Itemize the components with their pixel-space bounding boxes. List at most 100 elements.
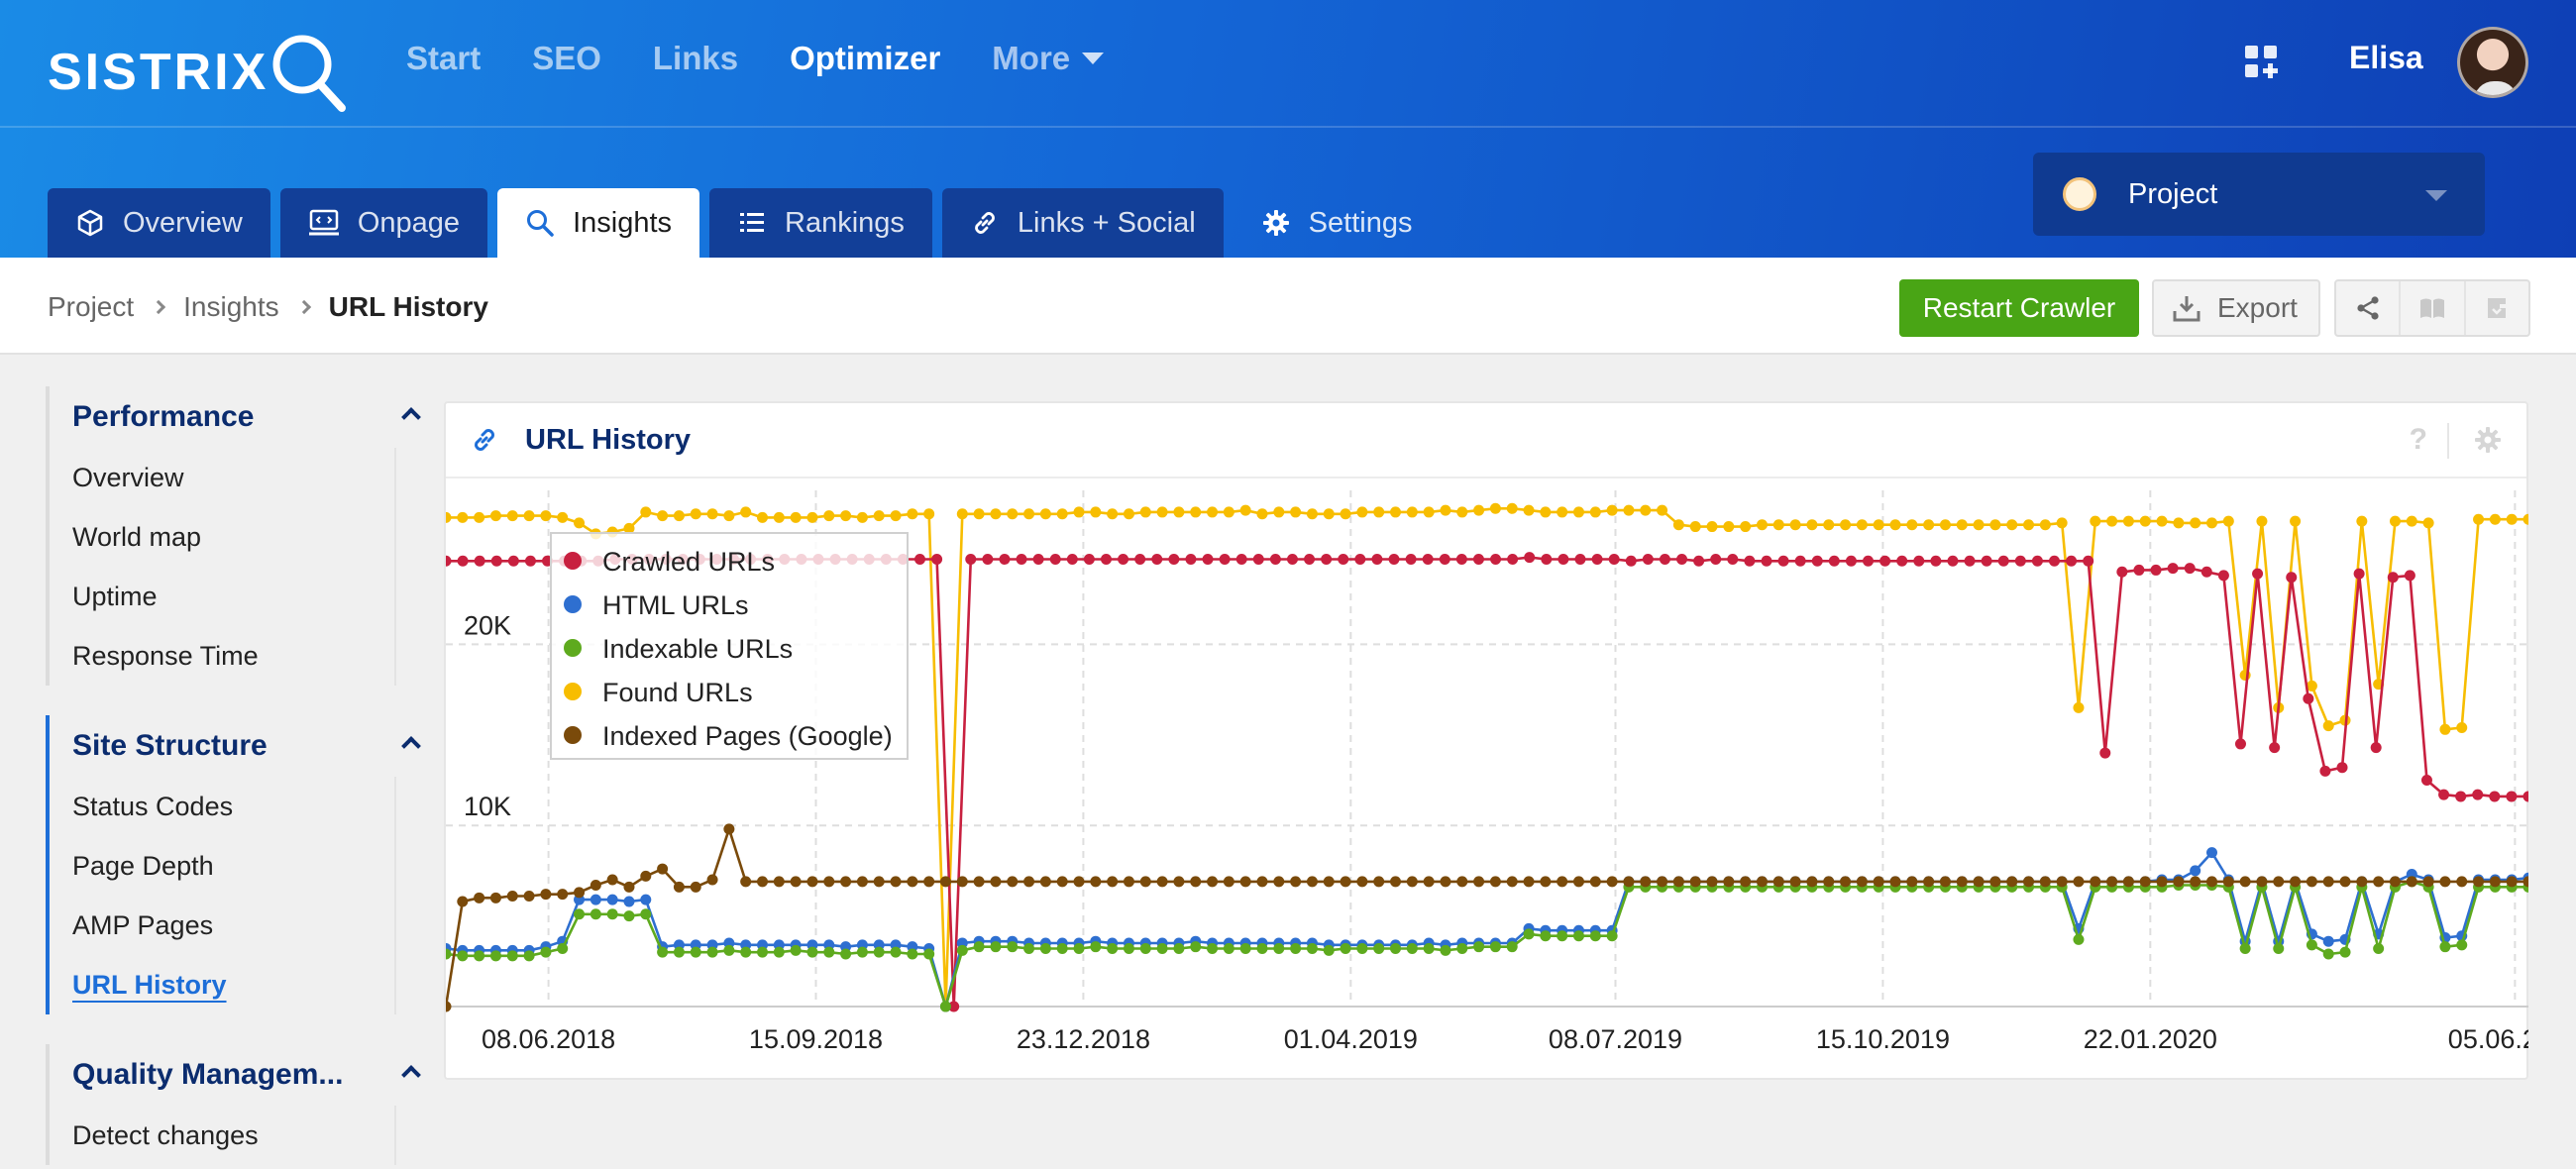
data-point-found (956, 508, 968, 520)
nav-more[interactable]: More (992, 40, 1105, 77)
data-point-crawled (1032, 553, 1044, 565)
data-point-found (1689, 521, 1701, 533)
tab-rankings[interactable]: Rankings (709, 188, 932, 258)
data-point-found (2389, 515, 2401, 527)
breadcrumb: Project Insights URL History (48, 291, 488, 323)
data-point-indexed (2456, 876, 2468, 888)
restart-crawler-button[interactable]: Restart Crawler (1899, 279, 2139, 337)
data-point-crawled (1727, 553, 1739, 565)
sidebar-item-world-map[interactable]: World map (72, 521, 202, 552)
legend-marker-crawled (564, 552, 582, 570)
data-point-indexed (1657, 876, 1668, 888)
sidebar-item-detect-changes[interactable]: Detect changes (72, 1119, 259, 1150)
sidebar-item-amp-pages[interactable]: AMP Pages (72, 909, 214, 940)
sidebar-item-status-codes[interactable]: Status Codes (72, 791, 234, 821)
x-tick-label: 15.10.2019 (1816, 1024, 1950, 1054)
cube-icon (77, 209, 103, 237)
share-button[interactable] (2336, 281, 2402, 335)
data-point-crawled (1744, 555, 1756, 567)
data-point-crawled (2133, 564, 2145, 576)
sidebar-heading-site-structure[interactable]: Site Structure (72, 729, 268, 762)
help-icon[interactable]: ? (2409, 423, 2427, 456)
nav-seo[interactable]: SEO (532, 40, 601, 76)
data-point-indexable (1523, 928, 1535, 940)
breadcrumb-insights[interactable]: Insights (183, 291, 279, 322)
gear-icon[interactable] (2473, 425, 2503, 455)
data-point-found (1373, 506, 1385, 518)
data-point-found (1123, 508, 1134, 520)
data-point-found (1823, 519, 1835, 531)
data-point-indexable (723, 944, 735, 956)
sidebar-item-uptime[interactable]: Uptime (72, 581, 158, 611)
sistrix-logo[interactable]: SISTRIX (48, 30, 350, 114)
data-point-indexable (873, 946, 885, 958)
data-point-indexed (1290, 876, 1302, 888)
data-point-indexed (1873, 876, 1884, 888)
data-point-found (1657, 504, 1668, 516)
tab-overview[interactable]: Overview (48, 188, 270, 258)
data-point-found (723, 510, 735, 522)
data-point-found (1806, 519, 1818, 531)
data-point-indexed (1973, 876, 1985, 888)
data-point-indexable (907, 948, 918, 960)
nav-optimizer[interactable]: Optimizer (790, 40, 941, 76)
data-point-crawled (1083, 553, 1095, 565)
data-point-found (1523, 504, 1535, 516)
sidebar-heading-performance[interactable]: Performance (72, 400, 255, 433)
tab-insights[interactable]: Insights (497, 188, 700, 258)
report-button[interactable] (2466, 281, 2528, 335)
nav-start[interactable]: Start (406, 40, 482, 76)
data-point-crawled (1168, 553, 1180, 565)
data-point-indexed (923, 876, 935, 888)
data-point-crawled (507, 555, 519, 567)
nav-links[interactable]: Links (652, 40, 739, 76)
data-point-indexed (823, 876, 835, 888)
user-avatar[interactable] (2457, 27, 2528, 98)
user-name[interactable]: Elisa (2349, 40, 2423, 75)
legend-marker-html (564, 595, 582, 613)
data-point-crawled (1100, 553, 1112, 565)
data-point-found (1572, 506, 1584, 518)
export-button[interactable]: Export (2152, 279, 2320, 337)
sidebar-heading-quality-management[interactable]: Quality Managem... (72, 1058, 344, 1091)
data-point-indexed (1123, 876, 1134, 888)
data-point-indexed (1340, 876, 1351, 888)
data-point-indexed (2356, 876, 2368, 888)
sidebar-item-page-depth[interactable]: Page Depth (72, 850, 214, 881)
data-point-indexed (2389, 876, 2401, 888)
book-button[interactable] (2401, 281, 2466, 335)
breadcrumb-bar: Project Insights URL History Restart Cra… (0, 258, 2576, 355)
data-point-indexable (856, 946, 868, 958)
data-point-found (673, 510, 685, 522)
data-point-crawled (1608, 553, 1620, 565)
report-icon (2488, 298, 2507, 318)
data-point-indexed (2373, 876, 2385, 888)
data-point-indexable (1323, 944, 1335, 956)
project-dropdown[interactable]: Project (2033, 153, 2485, 236)
sidebar-item-url-history[interactable]: URL History (72, 969, 227, 1000)
data-point-indexed (1056, 876, 1068, 888)
data-point-crawled (2303, 692, 2314, 704)
data-point-indexed (1139, 876, 1151, 888)
breadcrumb-project[interactable]: Project (48, 291, 135, 322)
data-point-indexable (1340, 943, 1351, 955)
url-history-chart[interactable]: 08.06.2018 15.09.2018 23.12.2018 01.04.2019… (446, 478, 2528, 1078)
data-point-found (2506, 513, 2518, 525)
tab-links-social[interactable]: Links + Social (941, 188, 1224, 258)
data-point-found (1706, 521, 1718, 533)
data-point-indexed (2522, 876, 2528, 888)
tab-settings[interactable]: Settings (1234, 188, 1441, 258)
sidebar-item-response-time[interactable]: Response Time (72, 640, 259, 671)
data-point-found (1840, 519, 1852, 531)
data-point-crawled (1913, 555, 1925, 567)
data-point-indexed (1589, 876, 1601, 888)
data-point-indexable (1273, 943, 1285, 955)
x-tick-label: 23.12.2018 (1017, 1024, 1150, 1054)
data-point-indexable (790, 944, 802, 956)
tab-onpage[interactable]: Onpage (279, 188, 488, 258)
data-point-indexed (574, 887, 586, 899)
data-point-indexed (1889, 876, 1901, 888)
data-point-indexed (1523, 876, 1535, 888)
sidebar-item-overview[interactable]: Overview (72, 462, 184, 492)
apps-grid-icon[interactable] (2243, 44, 2279, 79)
